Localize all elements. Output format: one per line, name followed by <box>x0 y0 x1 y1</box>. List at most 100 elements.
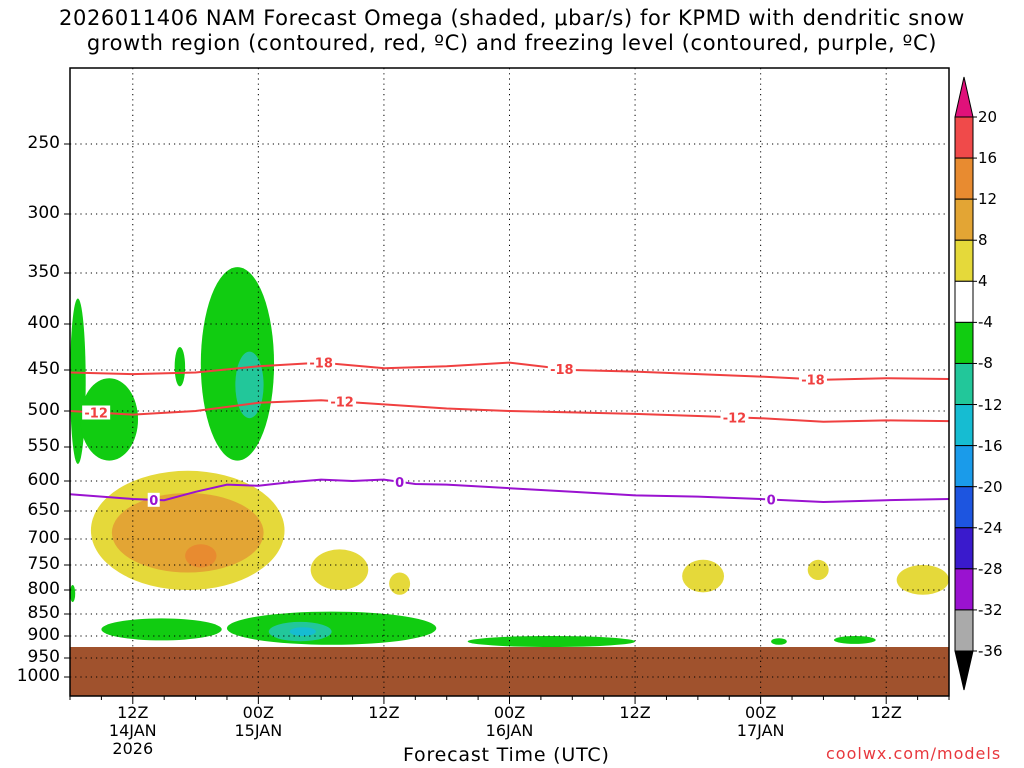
omega-region-19 <box>467 636 636 647</box>
time-tick-label: 00Z 15JAN <box>218 704 298 740</box>
time-tick-label: 12Z <box>870 703 902 722</box>
time-tick-label: 12Z <box>595 704 675 722</box>
omega-region-13 <box>896 565 949 595</box>
contour-label--12-3: -12 <box>723 411 747 426</box>
x-axis-label: Forecast Time (UTC) <box>403 744 610 766</box>
chart-title-line-2: growth region (contoured, red, ºC) and f… <box>86 31 938 55</box>
chart-title: 2026011406 NAM Forecast Omega (shaded, μ… <box>0 6 1024 56</box>
colorbar-overflow-low <box>954 650 974 691</box>
time-tick-label: 00Z 17JAN <box>721 704 801 740</box>
colorbar-tick-label: -12 <box>978 395 1003 414</box>
omega-region-7 <box>111 493 264 573</box>
pressure-tick-label: 600 <box>27 470 60 490</box>
omega-region-21 <box>833 636 876 644</box>
pressure-tick-label: 250 <box>27 133 60 153</box>
colorbar-swatch-2 <box>954 157 974 200</box>
contour-label-0-1: 0 <box>149 494 158 509</box>
colorbar-swatch-6 <box>954 321 974 364</box>
time-tick-label: 00Z 16JAN <box>470 704 550 740</box>
colorbar-tick-label: -36 <box>978 642 1003 660</box>
colorbar-tick-label: -16 <box>978 436 1003 455</box>
pressure-tick-label: 850 <box>27 603 60 623</box>
pressure-tick-label: 900 <box>27 625 60 645</box>
omega-shading-layer <box>70 267 949 647</box>
grid-lines <box>70 68 949 696</box>
axis-tick-marks <box>64 143 950 704</box>
contour-label--18-3: -18 <box>801 373 825 388</box>
colorbar-swatch-5 <box>954 280 974 323</box>
omega-region-3 <box>174 347 186 387</box>
omega-region-10 <box>389 572 411 595</box>
pressure-tick-label: 450 <box>27 359 60 379</box>
omega-region-15 <box>101 618 222 641</box>
colorbar-tick-label: 4 <box>978 272 988 291</box>
colorbar-swatch-4 <box>954 239 974 282</box>
time-tick-label: 00Z <box>744 703 777 722</box>
pressure-tick-label: 1000 <box>16 666 60 686</box>
pressure-tick-label: 700 <box>27 528 60 548</box>
colorbar-swatch-13 <box>954 609 974 652</box>
colorbar-swatch-3 <box>954 198 974 241</box>
time-tick-label: 12Z <box>846 704 926 722</box>
pressure-tick-label: 650 <box>27 500 60 520</box>
website-credit[interactable]: coolwx.com/models <box>826 744 1002 763</box>
colorbar-swatch-8 <box>954 404 974 447</box>
time-tick-date: 15JAN <box>234 721 283 740</box>
time-tick-date: 14JAN <box>108 721 157 740</box>
colorbar-tick-label: -24 <box>978 518 1003 537</box>
chart-title-line-1: 2026011406 NAM Forecast Omega (shaded, μ… <box>59 6 965 30</box>
contour-label-0-3: 0 <box>767 494 776 509</box>
contour-label--18-1: -18 <box>309 357 333 372</box>
omega-region-5 <box>235 351 264 419</box>
colorbar-tick-label: 8 <box>978 231 988 250</box>
time-tick-label: 12Z <box>344 704 424 722</box>
omega-region-16 <box>226 611 437 645</box>
time-tick-label: 00Z <box>242 703 274 722</box>
pressure-tick-label: 350 <box>27 262 60 282</box>
contour-label--12-1: -12 <box>84 407 108 422</box>
omega-region-14 <box>70 585 76 602</box>
colorbar <box>954 76 977 691</box>
pressure-tick-label: 750 <box>27 554 60 574</box>
time-tick-date: 17JAN <box>736 721 785 740</box>
colorbar-swatch-9 <box>954 445 974 488</box>
time-tick-label: 12Z <box>117 703 149 722</box>
colorbar-overflow-high <box>954 76 974 118</box>
pressure-tick-label: 800 <box>27 579 60 599</box>
colorbar-tick-label: -8 <box>978 354 993 373</box>
omega-region-11 <box>682 559 725 593</box>
colorbar-swatch-10 <box>954 486 974 529</box>
time-tick-label: 12Z <box>619 703 651 722</box>
pressure-tick-label: 950 <box>27 647 60 667</box>
omega-region-20 <box>771 638 787 645</box>
colorbar-tick-label: -32 <box>978 600 1003 619</box>
contour-label--18-2: -18 <box>550 363 574 378</box>
colorbar-tick-label: -4 <box>978 313 993 332</box>
pressure-tick-label: 300 <box>27 203 60 223</box>
omega-region-1 <box>70 298 86 464</box>
pressure-tick-label: 550 <box>27 436 60 456</box>
omega-region-18 <box>289 627 316 636</box>
colorbar-swatch-7 <box>954 362 974 406</box>
omega-region-9 <box>310 549 369 590</box>
colorbar-swatch-11 <box>954 527 974 570</box>
pressure-tick-label: 500 <box>27 400 60 420</box>
contour-label-0-2: 0 <box>395 476 404 491</box>
omega-region-4 <box>200 267 275 461</box>
pressure-tick-label: 400 <box>27 313 60 333</box>
colorbar-tick-label: 16 <box>978 149 998 168</box>
colorbar-swatch-1 <box>954 116 974 159</box>
contour-line--12 <box>69 399 950 423</box>
time-tick-date: 16JAN <box>485 721 534 740</box>
colorbar-swatch-12 <box>954 568 974 611</box>
contour-layer: -18 -18 -18 -12 -12 -12 0 0 0 <box>69 355 950 509</box>
colorbar-tick-label: 20 <box>978 108 998 126</box>
time-tick-label: 00Z <box>493 703 526 722</box>
contour-label--12-2: -12 <box>330 396 354 411</box>
omega-region-12 <box>807 559 829 581</box>
colorbar-tick-label: -28 <box>978 559 1003 578</box>
omega-region-8 <box>185 544 217 568</box>
colorbar-tick-label: -20 <box>978 477 1003 496</box>
time-tick-label: 12Z 14JAN 2026 <box>93 704 173 758</box>
